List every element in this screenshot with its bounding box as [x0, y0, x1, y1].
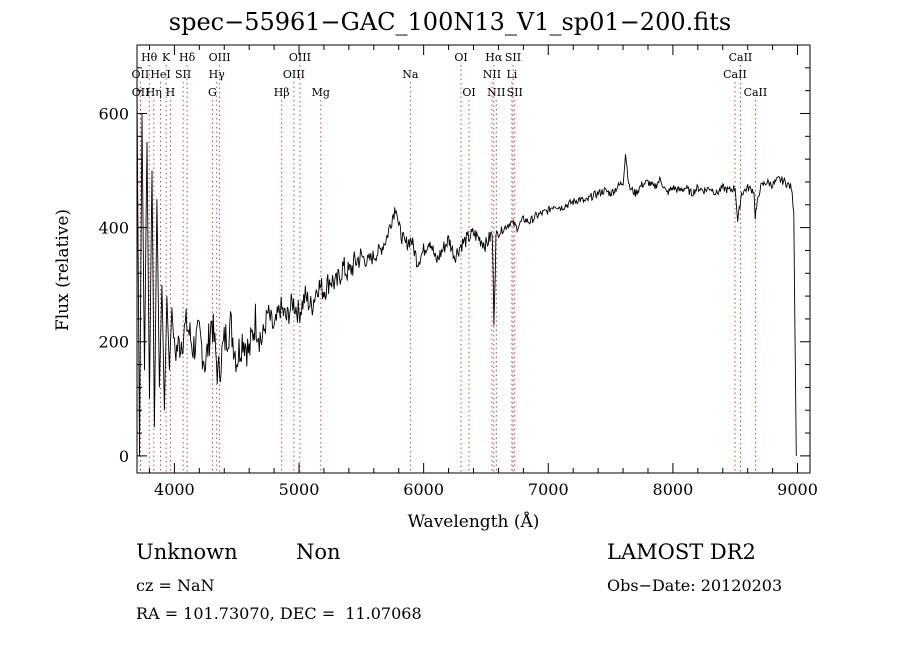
emission-line-label: OII — [132, 86, 150, 99]
emission-line-label: OIII — [209, 51, 231, 64]
x-tick-label: 4000 — [154, 480, 195, 499]
emission-line-label: OII — [132, 68, 150, 81]
emission-line-label: CaII — [744, 86, 768, 99]
x-tick-label: 6000 — [403, 480, 444, 499]
x-tick-label: 7000 — [528, 480, 569, 499]
emission-line-label: G — [208, 86, 217, 99]
emission-line-label: OIII — [289, 51, 311, 64]
emission-line-label: CaII — [723, 68, 747, 81]
emission-line-label: NII — [483, 68, 501, 81]
emission-line-label: Mg — [312, 86, 330, 99]
emission-line-label: HeI — [150, 68, 170, 81]
emission-line-label: OI — [462, 86, 475, 99]
x-axis-label: Wavelength (Å) — [407, 512, 540, 532]
emission-line-label: H — [166, 86, 176, 99]
emission-line-label: K — [162, 51, 171, 64]
emission-line-label: Hγ — [209, 68, 226, 81]
emission-line-label: Na — [402, 68, 419, 81]
emission-line-label: Hδ — [179, 51, 196, 64]
emission-line-label: Hα — [485, 51, 503, 64]
emission-line-label: NII — [487, 86, 505, 99]
spectrum-line — [136, 84, 797, 456]
x-tick-label: 9000 — [777, 480, 818, 499]
y-tick-label: 200 — [98, 333, 129, 352]
object-subclass: Non — [296, 540, 341, 564]
emission-line-label: Hβ — [274, 86, 290, 99]
object-class: Unknown — [136, 540, 238, 564]
spectrum-series — [136, 84, 797, 456]
emission-line-label: Hη — [146, 86, 162, 99]
axis-tick-labels: 4000 5000 6000 7000 8000 9000 0 200 400 600 — [98, 104, 817, 499]
emission-line-markers — [139, 65, 756, 473]
survey-name: LAMOST DR2 — [607, 540, 756, 564]
plot-frame — [136, 44, 811, 474]
y-tick-label: 0 — [119, 447, 129, 466]
emission-line-label: Li — [506, 68, 517, 81]
y-tick-label: 400 — [98, 219, 129, 238]
redshift-value: cz = NaN — [136, 576, 215, 595]
emission-line-label: SII — [175, 68, 191, 81]
emission-line-label: OIII — [283, 68, 305, 81]
x-tick-label: 8000 — [653, 480, 694, 499]
emission-line-label: OI — [454, 51, 467, 64]
observation-date: Obs−Date: 20120203 — [607, 576, 783, 595]
ra-dec-coordinates: RA = 101.73070, DEC = 11.07068 — [136, 604, 422, 623]
plot-title: spec−55961−GAC_100N13_V1_sp01−200.fits — [168, 8, 732, 36]
emission-line-label: CaII — [729, 51, 753, 64]
emission-line-label: SII — [507, 86, 523, 99]
y-tick-label: 600 — [98, 104, 129, 123]
emission-line-label: SII — [505, 51, 521, 64]
x-tick-label: 5000 — [279, 480, 320, 499]
y-axis-label: Flux (relative) — [53, 208, 73, 332]
emission-line-label: Hθ — [141, 51, 158, 64]
axis-ticks — [137, 44, 810, 473]
